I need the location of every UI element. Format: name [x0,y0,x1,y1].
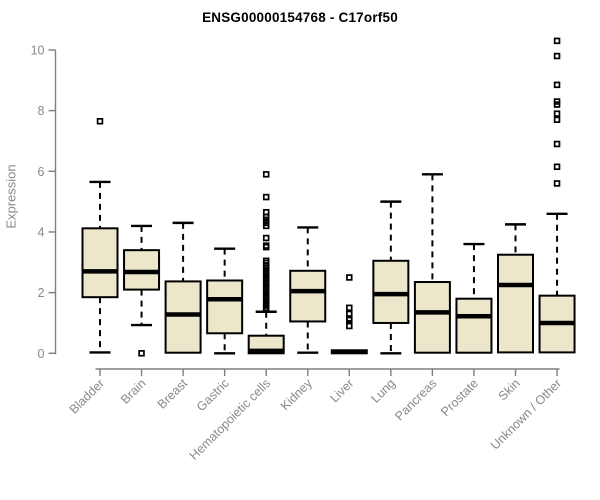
outlier-point-liver [346,304,353,312]
outlier-point-hematopoietic-cells [262,222,270,230]
x-category-label: Skin [496,376,523,403]
outlier-point-hematopoietic-cells [262,171,270,178]
y-tick-label: 2 [38,286,45,300]
x-category-label: Unknown / Other [488,376,564,452]
box-prostate [455,297,493,354]
outlier-point-unknown-other [553,110,561,117]
outlier-point-liver [346,274,353,281]
x-category-label: Prostate [438,376,481,419]
y-tick-label: 6 [38,165,45,179]
y-tick-label: 4 [38,225,45,239]
outlier-point-liver [346,322,353,330]
y-tick-label: 0 [38,347,45,361]
outlier-point-unknown-other [553,81,561,89]
box-bladder [81,227,119,299]
outlier-point-hematopoietic-cells [262,243,270,251]
outlier-point-unknown-other [553,140,561,148]
y-tick-label: 8 [38,104,45,118]
outlier-point-unknown-other [553,98,561,105]
box-gastric [206,279,244,335]
box-skin [497,253,534,354]
x-category-label: Kidney [278,376,315,413]
outlier-point-unknown-other [553,37,561,45]
y-tick-label: 10 [31,43,45,57]
outlier-point-unknown-other [553,116,561,123]
box-lung [372,259,410,324]
box-breast [164,280,202,354]
outlier-point-unknown-other [553,163,561,171]
x-category-label: Hematopoietic cells [187,376,274,463]
x-category-label: Gastric [194,376,232,414]
outlier-point-hematopoietic-cells [262,193,270,201]
chart-title: ENSG00000154768 - C17orf50 [202,10,398,25]
x-category-label: Brain [118,376,149,407]
x-category-label: Breast [155,376,191,412]
x-category-label: Lung [368,376,398,406]
outlier-point-brain [138,350,145,357]
x-category-label: Pancreas [392,376,439,423]
box-kidney [289,269,327,323]
x-category-label: Liver [327,376,356,405]
outlier-point-unknown-other [553,52,561,60]
outlier-point-unknown-other [553,180,561,187]
x-category-label: Bladder [67,376,107,416]
box-pancreas [413,281,451,354]
outlier-point-bladder [96,118,104,125]
outlier-point-liver [346,316,353,324]
outlier-point-hematopoietic-cells [262,234,270,242]
outlier-point-hematopoietic-cells [262,306,270,313]
